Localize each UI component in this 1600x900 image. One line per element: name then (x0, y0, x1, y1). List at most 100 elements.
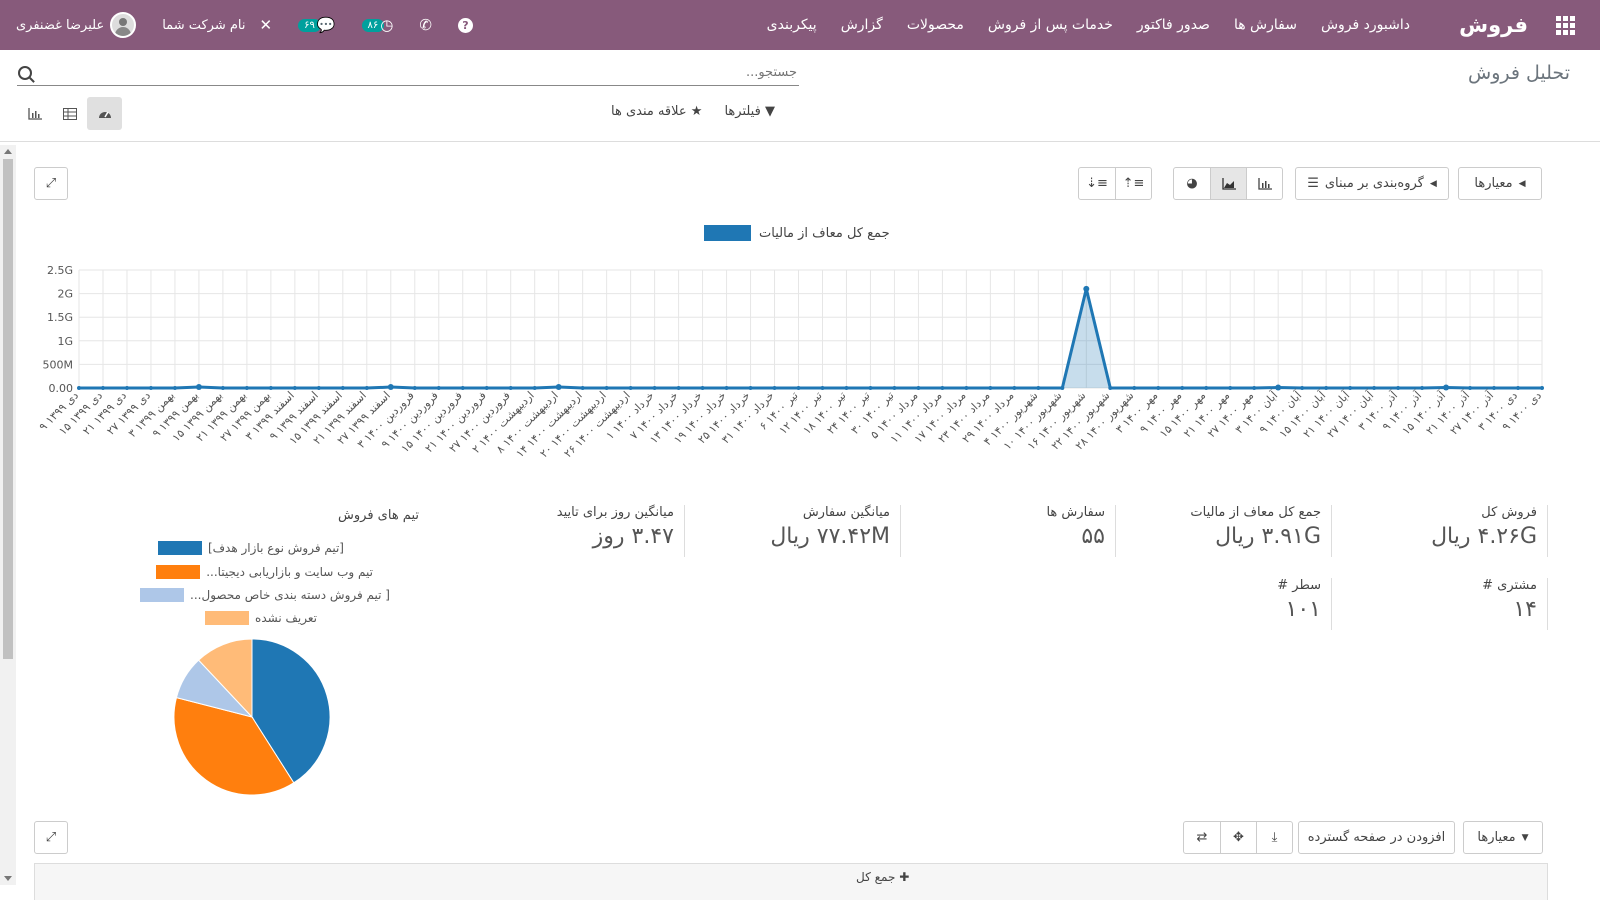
kpi-untaxed-total[interactable]: جمع کل معاف از مالیات ۳.۹۱G ریال (1127, 505, 1332, 557)
pie-legend-item[interactable]: [تیم فروش نوع بازار هدف] (157, 541, 344, 555)
data-point[interactable] (124, 386, 129, 390)
pivot-total-header[interactable]: ✚ جمع کل (856, 870, 909, 884)
messaging-menu[interactable]: ۶۹ 💬 (298, 16, 336, 34)
data-point[interactable] (820, 386, 825, 390)
data-point[interactable] (100, 386, 105, 390)
data-point[interactable] (340, 386, 345, 390)
data-point[interactable] (652, 386, 657, 390)
pie-legend-item[interactable]: تیم وب سایت و بازاریابی دیجیتا... (156, 565, 373, 579)
area-chart-icon[interactable] (1210, 168, 1246, 199)
data-point[interactable] (244, 386, 249, 390)
data-point[interactable] (436, 386, 441, 390)
help-icon[interactable]: ? (457, 17, 473, 33)
data-point[interactable] (1083, 285, 1090, 292)
scroll-up-icon[interactable] (4, 149, 12, 154)
kpi-total-sales[interactable]: فروش کل ۴.۲۶G ریال (1343, 505, 1548, 557)
chart-legend[interactable]: جمع کل معاف از مالیات (704, 225, 890, 241)
data-point[interactable] (1275, 384, 1282, 391)
menu-item-configuration[interactable]: پیکربندی (766, 17, 817, 33)
data-point[interactable] (1132, 386, 1137, 390)
data-point[interactable] (1468, 386, 1473, 390)
data-point[interactable] (1036, 386, 1041, 390)
data-point[interactable] (1180, 386, 1185, 390)
data-point[interactable] (484, 386, 489, 390)
data-point[interactable] (700, 386, 705, 390)
kpi-orders[interactable]: سفارش ها ۵۵ (911, 505, 1116, 557)
data-point[interactable] (268, 386, 273, 390)
data-point[interactable] (628, 386, 633, 390)
wrench-icon[interactable]: ✕ (259, 16, 273, 34)
data-point[interactable] (676, 386, 681, 390)
data-point[interactable] (316, 386, 321, 390)
search-input[interactable] (32, 65, 799, 80)
data-point[interactable] (387, 384, 394, 391)
phone-icon[interactable]: ✆ (419, 16, 432, 34)
search-bar[interactable] (17, 60, 799, 86)
sort-desc-icon[interactable]: ⇣≡ (1086, 176, 1108, 191)
menu-item-after-sales[interactable]: خدمات پس از فروش (987, 17, 1113, 33)
data-point[interactable] (460, 386, 465, 390)
data-point[interactable] (1300, 386, 1305, 390)
data-point[interactable] (1108, 386, 1113, 390)
measures-dropdown[interactable]: معیارها ◀ (1458, 167, 1542, 200)
data-point[interactable] (1540, 386, 1544, 390)
search-icon[interactable] (18, 65, 32, 80)
data-point[interactable] (1492, 386, 1497, 390)
data-point[interactable] (1252, 386, 1257, 390)
menu-item-products[interactable]: محصولات (906, 17, 964, 33)
user-menu[interactable]: علیرضا غضنفری (16, 12, 137, 38)
sort-asc-icon[interactable]: ⇡≡ (1115, 168, 1151, 199)
data-point[interactable] (1420, 386, 1425, 390)
pie-legend-item[interactable]: تعریف نشده (205, 611, 317, 625)
data-point[interactable] (916, 386, 921, 390)
data-point[interactable] (1228, 386, 1233, 390)
insert-spreadsheet-button[interactable]: افزودن در صفحه گسترده (1298, 821, 1455, 854)
menu-item-reporting[interactable]: گزارش (840, 17, 883, 33)
expand-all-icon[interactable]: ✥ (1220, 822, 1256, 853)
data-point[interactable] (1060, 386, 1065, 390)
data-point[interactable] (772, 386, 777, 390)
menu-item-invoicing[interactable]: صدور فاکتور (1136, 17, 1210, 33)
pivot-view-icon[interactable] (52, 97, 87, 130)
data-point[interactable] (172, 386, 177, 390)
data-point[interactable] (1443, 384, 1450, 391)
data-point[interactable] (988, 386, 993, 390)
data-point[interactable] (868, 386, 873, 390)
favorites-button[interactable]: ★ علاقه مندی ها (611, 104, 703, 119)
data-point[interactable] (796, 386, 801, 390)
flip-icon[interactable]: ⇄ (1196, 830, 1208, 845)
apps-menu-icon[interactable] (1556, 0, 1578, 50)
scrollbar[interactable] (0, 145, 16, 885)
data-point[interactable] (220, 386, 225, 390)
data-point[interactable] (604, 386, 609, 390)
data-point[interactable] (364, 386, 369, 390)
data-point[interactable] (508, 386, 513, 390)
kpi-lines[interactable]: # سطر ۱۰۱ (1127, 578, 1332, 630)
data-point[interactable] (555, 384, 562, 391)
data-point[interactable] (532, 386, 537, 390)
data-point[interactable] (412, 386, 417, 390)
data-point[interactable] (844, 386, 849, 390)
expand-graph-button[interactable]: ⤢ (34, 167, 68, 200)
kpi-average-order[interactable]: میانگین سفارش ۷۷.۴۲M ریال (696, 505, 901, 557)
data-point[interactable] (748, 386, 753, 390)
graph-view-icon[interactable] (17, 97, 52, 130)
download-icon[interactable]: ⤓ (1256, 822, 1292, 853)
data-point[interactable] (964, 386, 969, 390)
app-brand[interactable]: فروش (1459, 13, 1528, 37)
data-point[interactable] (1324, 386, 1329, 390)
scrollbar-thumb[interactable] (3, 159, 13, 659)
data-point[interactable] (1348, 386, 1353, 390)
data-point[interactable] (195, 384, 202, 391)
activity-menu[interactable]: ۸۶ ◷ (361, 16, 393, 34)
pie-slice[interactable] (173, 696, 295, 796)
kpi-customers[interactable]: # مشتری ۱۴ (1343, 578, 1548, 630)
bar-chart-icon[interactable] (1246, 168, 1282, 199)
data-point[interactable] (1156, 386, 1161, 390)
data-point[interactable] (1012, 386, 1017, 390)
data-point[interactable] (1516, 386, 1521, 390)
dashboard-view-icon[interactable] (87, 97, 122, 130)
menu-item-orders[interactable]: سفارش ها (1233, 17, 1297, 33)
groupby-dropdown[interactable]: ☰ گروه‌بندی بر مبنای ◀ (1295, 167, 1449, 200)
data-point[interactable] (148, 386, 153, 390)
